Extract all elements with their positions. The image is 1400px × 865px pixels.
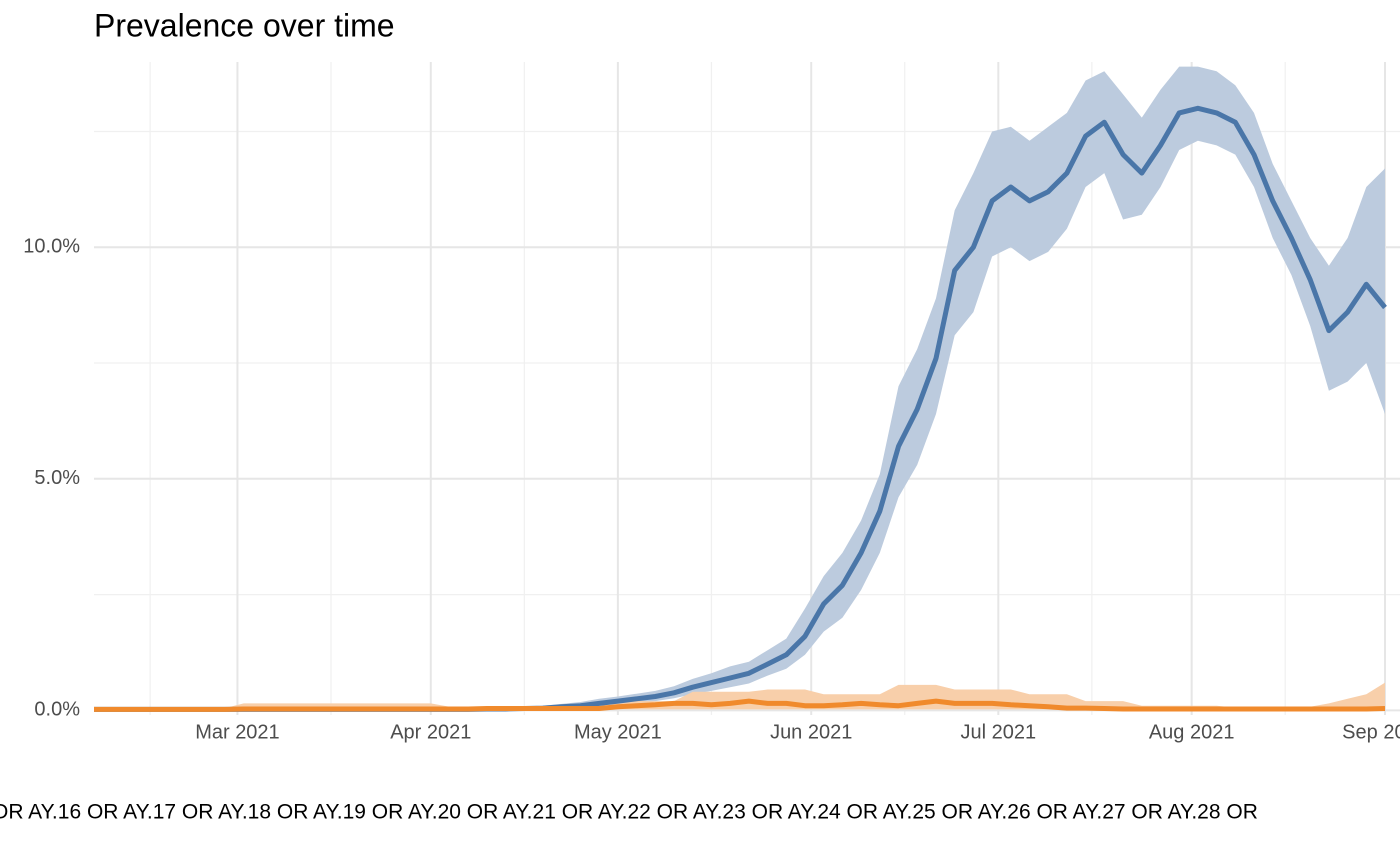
x-tick-label: May 2021 bbox=[574, 721, 662, 743]
x-tick-label: Mar 2021 bbox=[195, 721, 280, 743]
x-tick-label: Sep 2021 bbox=[1342, 721, 1400, 743]
x-tick-label: Jun 2021 bbox=[770, 721, 852, 743]
confidence-band bbox=[94, 682, 1385, 711]
chart-title: Prevalence over time bbox=[94, 7, 395, 43]
x-tick-label: Apr 2021 bbox=[390, 721, 471, 743]
x-tick-label: Aug 2021 bbox=[1149, 721, 1235, 743]
y-tick-label: 10.0% bbox=[23, 236, 80, 258]
confidence-band bbox=[94, 66, 1385, 711]
legend-label: OR AY.16 OR AY.17 OR AY.18 OR AY.19 OR A… bbox=[0, 801, 1258, 824]
series-line bbox=[94, 698, 1386, 712]
y-tick-label: 0.0% bbox=[34, 699, 80, 721]
y-tick-label: 5.0% bbox=[34, 467, 80, 489]
x-tick-label: Jul 2021 bbox=[961, 721, 1037, 743]
